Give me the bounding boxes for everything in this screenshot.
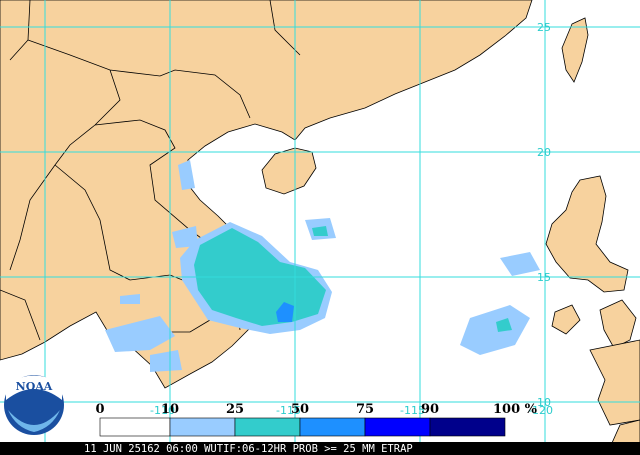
palawan-mindanao (589, 339, 640, 426)
caption: 11 JUN 25162 06:00 WUTIF:06-12HR PROB >=… (84, 443, 413, 455)
lat-label: 10 (537, 396, 551, 409)
legend-label: 90 (421, 402, 439, 417)
lat-label: 15 (537, 271, 551, 284)
lon-label: -115 (276, 404, 301, 417)
legend-swatch (169, 417, 236, 437)
legend-swatch (429, 417, 506, 437)
legend-label: 10 (161, 402, 179, 417)
legend-label: 100 % (493, 402, 538, 417)
legend-label: 75 (356, 402, 374, 417)
legend-label: 0 (95, 402, 104, 417)
mindoro (551, 304, 581, 335)
legend-label: 50 (291, 402, 309, 417)
lon-label: -115 (400, 404, 425, 417)
lat-label: 25 (537, 21, 551, 34)
lon-label: -120 (528, 404, 553, 417)
caption-bar (0, 442, 640, 455)
legend: 0 10 25 50 75 90 100 % (95, 402, 538, 437)
precip-heavy (276, 302, 294, 322)
legend-swatch (234, 417, 301, 437)
legend-swatch (364, 417, 431, 437)
legend-label: 25 (226, 402, 244, 417)
taiwan (561, 17, 589, 83)
visayas (599, 299, 637, 349)
logo-text: NOAA (16, 380, 53, 393)
borneo (611, 419, 640, 444)
lat-label: 20 (537, 146, 551, 159)
luzon (545, 175, 629, 293)
lon-label: -110 (150, 404, 175, 417)
legend-swatch (99, 417, 171, 437)
legend-swatch (299, 417, 366, 437)
noaa-logo: NOAA (4, 375, 64, 435)
